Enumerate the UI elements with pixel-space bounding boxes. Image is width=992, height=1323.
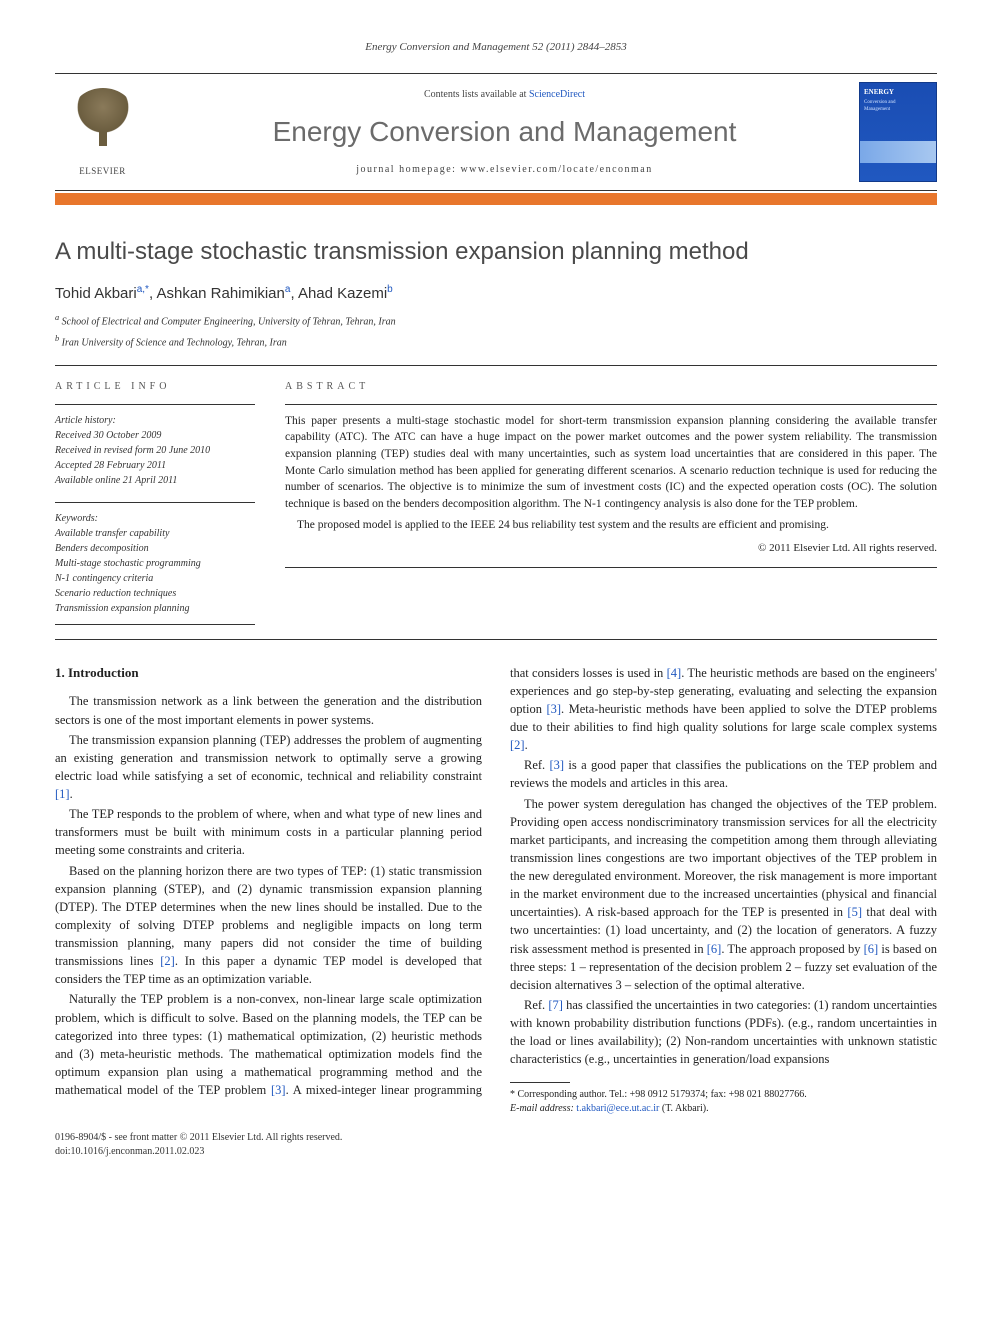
history-item: Accepted 28 February 2011 xyxy=(55,458,255,473)
author-2: Ashkan Rahimikiana xyxy=(156,285,290,302)
journal-homepage: journal homepage: www.elsevier.com/locat… xyxy=(150,163,859,177)
cover-subtitle-2: Management xyxy=(860,106,936,113)
history-item: Available online 21 April 2011 xyxy=(55,473,255,488)
running-head: Energy Conversion and Management 52 (201… xyxy=(55,40,937,55)
body-para: The power system deregulation has change… xyxy=(510,795,937,994)
citation-link[interactable]: [6] xyxy=(707,942,722,956)
body-para: The transmission network as a link betwe… xyxy=(55,692,482,728)
orange-accent-bar xyxy=(55,193,937,205)
author-email-link[interactable]: t.akbari@ece.ut.ac.ir xyxy=(576,1103,659,1114)
corresponding-author-footnote: * Corresponding author. Tel.: +98 0912 5… xyxy=(510,1088,937,1115)
publisher-name: ELSEVIER xyxy=(55,165,150,178)
abstract-label: ABSTRACT xyxy=(285,380,937,394)
citation-link[interactable]: [6] xyxy=(864,942,879,956)
keyword: Multi-stage stochastic programming xyxy=(55,556,255,571)
citation-link[interactable]: [1] xyxy=(55,787,70,801)
contents-prefix: Contents lists available at xyxy=(424,89,529,100)
homepage-url[interactable]: www.elsevier.com/locate/enconman xyxy=(460,164,652,175)
issn-line: 0196-8904/$ - see front matter © 2011 El… xyxy=(55,1131,937,1145)
article-info-column: ARTICLE INFO Article history: Received 3… xyxy=(55,380,255,625)
citation-link[interactable]: [2] xyxy=(160,954,175,968)
affiliation-b: b Iran University of Science and Technol… xyxy=(55,333,937,350)
keywords-block: Keywords: Available transfer capability … xyxy=(55,511,255,625)
sciencedirect-link[interactable]: ScienceDirect xyxy=(529,89,585,100)
body-para: Based on the planning horizon there are … xyxy=(55,862,482,989)
email-owner: (T. Akbari). xyxy=(662,1103,709,1114)
body-para: Ref. [7] has classified the uncertaintie… xyxy=(510,996,937,1069)
publisher-logo-block: ELSEVIER xyxy=(55,88,150,178)
affiliation-a: a School of Electrical and Computer Engi… xyxy=(55,312,937,329)
contents-list-line: Contents lists available at ScienceDirec… xyxy=(150,88,859,102)
section-heading: 1. Introduction xyxy=(55,664,482,683)
body-para: Ref. [3] is a good paper that classifies… xyxy=(510,756,937,792)
author-1: Tohid Akbaria,* xyxy=(55,285,149,302)
copyright-line: © 2011 Elsevier Ltd. All rights reserved… xyxy=(285,541,937,556)
divider xyxy=(55,365,937,366)
abstract-para: The proposed model is applied to the IEE… xyxy=(285,517,937,534)
history-item: Received 30 October 2009 xyxy=(55,428,255,443)
body-text: 1. Introduction The transmission network… xyxy=(55,664,937,1116)
citation-link[interactable]: [4] xyxy=(667,666,682,680)
keyword: N-1 contingency criteria xyxy=(55,571,255,586)
author-3: Ahad Kazemib xyxy=(298,285,393,302)
abstract-para: This paper presents a multi-stage stocha… xyxy=(285,413,937,513)
abstract-text: This paper presents a multi-stage stocha… xyxy=(285,413,937,534)
keyword: Scenario reduction techniques xyxy=(55,586,255,601)
article-history: Article history: Received 30 October 200… xyxy=(55,413,255,488)
citation-link[interactable]: [3] xyxy=(550,758,565,772)
journal-cover-thumb: ENERGY Conversion and Management xyxy=(859,82,937,182)
history-title: Article history: xyxy=(55,413,255,428)
footnote-separator xyxy=(510,1082,570,1083)
history-item: Received in revised form 20 June 2010 xyxy=(55,443,255,458)
citation-link[interactable]: [7] xyxy=(548,998,563,1012)
citation-link[interactable]: [5] xyxy=(847,905,862,919)
body-para: The TEP responds to the problem of where… xyxy=(55,805,482,859)
masthead: ELSEVIER Contents lists available at Sci… xyxy=(55,73,937,191)
journal-name: Energy Conversion and Management xyxy=(150,112,859,151)
body-para: The transmission expansion planning (TEP… xyxy=(55,731,482,804)
divider xyxy=(55,639,937,640)
keywords-title: Keywords: xyxy=(55,511,255,526)
abstract-column: ABSTRACT This paper presents a multi-sta… xyxy=(285,380,937,625)
keyword: Benders decomposition xyxy=(55,541,255,556)
citation-link[interactable]: [3] xyxy=(546,702,561,716)
cover-subtitle-1: Conversion and xyxy=(860,99,936,106)
keyword: Available transfer capability xyxy=(55,526,255,541)
article-info-label: ARTICLE INFO xyxy=(55,380,255,394)
doi-line: doi:10.1016/j.enconman.2011.02.023 xyxy=(55,1145,937,1159)
homepage-prefix: journal homepage: xyxy=(356,164,460,175)
article-title: A multi-stage stochastic transmission ex… xyxy=(55,235,937,269)
keyword: Transmission expansion planning xyxy=(55,601,255,616)
email-label: E-mail address: xyxy=(510,1103,574,1114)
cover-title: ENERGY xyxy=(860,83,936,99)
front-matter-meta: 0196-8904/$ - see front matter © 2011 El… xyxy=(55,1131,937,1159)
citation-link[interactable]: [3] xyxy=(271,1083,286,1097)
authors-line: Tohid Akbaria,*, Ashkan Rahimikiana, Aha… xyxy=(55,283,937,304)
elsevier-tree-icon xyxy=(73,88,133,153)
citation-link[interactable]: [2] xyxy=(510,738,525,752)
